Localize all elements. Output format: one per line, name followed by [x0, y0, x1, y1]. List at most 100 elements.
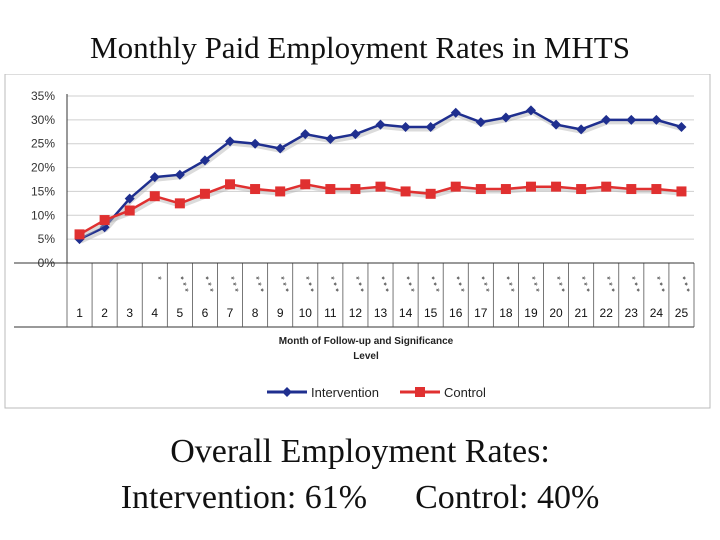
data-point-intervention — [199, 155, 210, 166]
significance-star: * — [531, 288, 541, 292]
significance-star: * — [429, 282, 439, 286]
data-point-control — [99, 215, 110, 226]
significance-marker: * * * — [577, 276, 591, 292]
data-point-control — [601, 181, 612, 192]
significance-star: * — [481, 288, 491, 292]
y-tick-label: 10% — [31, 208, 55, 222]
x-tick-label: 10 — [299, 306, 313, 320]
data-point-control — [74, 229, 85, 240]
significance-marker: * * * — [326, 276, 340, 292]
summary-rates: Intervention: 61% Control: 40% — [0, 478, 720, 518]
x-tick-label: 17 — [474, 306, 488, 320]
significance-star: * — [280, 288, 290, 292]
significance-star: * — [379, 282, 389, 286]
significance-star: * — [529, 282, 539, 286]
significance-star: * — [278, 282, 288, 286]
significance-star: * — [677, 276, 687, 280]
significance-marker: * * * — [602, 276, 616, 292]
significance-marker: * * * — [627, 276, 641, 292]
significance-marker: * * * — [477, 276, 491, 292]
significance-star: * — [602, 276, 612, 280]
series-layer — [74, 105, 687, 245]
data-point-intervention — [475, 117, 486, 128]
data-point-intervention — [350, 129, 361, 140]
data-point-intervention — [601, 114, 612, 125]
data-point-control — [651, 184, 662, 195]
significance-star: * — [606, 288, 616, 292]
data-point-intervention — [676, 122, 687, 133]
significance-star: * — [178, 282, 188, 286]
data-point-control — [350, 184, 361, 195]
data-point-control — [450, 181, 461, 192]
x-tick-label: 22 — [600, 306, 614, 320]
significance-marker: * * * — [176, 276, 190, 292]
significance-star: * — [203, 282, 213, 286]
significance-marker: * * * — [527, 276, 541, 292]
summary-intervention: Intervention: 61% — [120, 479, 368, 516]
chart-background — [4, 74, 711, 409]
x-tick-label: 7 — [227, 306, 234, 320]
data-point-control — [300, 179, 311, 190]
x-tick-label: 11 — [324, 306, 337, 320]
data-point-intervention — [450, 107, 461, 118]
significance-star: * — [356, 288, 366, 292]
data-point-intervention — [400, 122, 411, 133]
significance-star: * — [479, 282, 489, 286]
significance-star: * — [506, 288, 516, 292]
significance-star: * — [632, 288, 642, 292]
significance-star: * — [328, 282, 338, 286]
significance-star: * — [401, 276, 411, 280]
significance-star: * — [351, 276, 361, 280]
x-tick-label: 2 — [101, 306, 108, 320]
significance-star: * — [326, 276, 336, 280]
data-point-control — [400, 186, 411, 197]
data-point-control — [551, 181, 562, 192]
y-tick-label: 15% — [31, 184, 55, 198]
data-point-intervention — [124, 193, 135, 204]
significance-star: * — [331, 288, 341, 292]
data-point-intervention — [375, 119, 386, 130]
data-point-intervention — [149, 172, 160, 183]
significance-star: * — [276, 276, 286, 280]
data-point-intervention — [551, 119, 562, 130]
significance-star: * — [629, 282, 639, 286]
x-tick-label: 18 — [499, 306, 513, 320]
y-tick-label: 35% — [31, 89, 55, 103]
significance-marker: * * * — [401, 276, 415, 292]
x-tick-label: 5 — [177, 306, 184, 320]
significance-star: * — [452, 276, 462, 280]
significance-star: * — [680, 282, 690, 286]
significance-star: * — [456, 288, 466, 292]
data-point-control — [124, 205, 135, 216]
significance-marker: * * * — [677, 276, 691, 292]
significance-star: * — [353, 282, 363, 286]
x-axis-label-line1: Month of Follow-up and Significance — [279, 336, 454, 347]
y-tick-label: 30% — [31, 113, 55, 127]
legend: Intervention Control — [267, 385, 486, 400]
significance-star: * — [253, 282, 263, 286]
data-point-control — [250, 184, 261, 195]
data-point-intervention — [225, 136, 236, 147]
y-tick-label: 25% — [31, 137, 55, 151]
data-point-control — [525, 181, 536, 192]
significance-marker: * * * — [652, 276, 666, 292]
data-point-control — [500, 184, 511, 195]
data-point-intervention — [576, 124, 587, 135]
significance-star: * — [427, 276, 437, 280]
data-point-control — [199, 188, 210, 199]
data-point-intervention — [626, 114, 637, 125]
significance-star: * — [201, 276, 211, 280]
significance-star: * — [654, 282, 664, 286]
y-axis — [14, 94, 694, 264]
summary-heading: Overall Employment Rates: — [170, 433, 550, 470]
month-table — [14, 263, 695, 328]
significance-star: * — [527, 276, 537, 280]
x-tick-label: 12 — [349, 306, 363, 320]
x-tick-label: 21 — [574, 306, 588, 320]
data-point-control — [425, 188, 436, 199]
significance-marker: * — [153, 276, 163, 280]
significance-star: * — [431, 288, 441, 292]
x-tick-label: 6 — [202, 306, 209, 320]
legend-label-control: Control — [444, 385, 486, 400]
significance-marker: * * * — [201, 276, 215, 292]
